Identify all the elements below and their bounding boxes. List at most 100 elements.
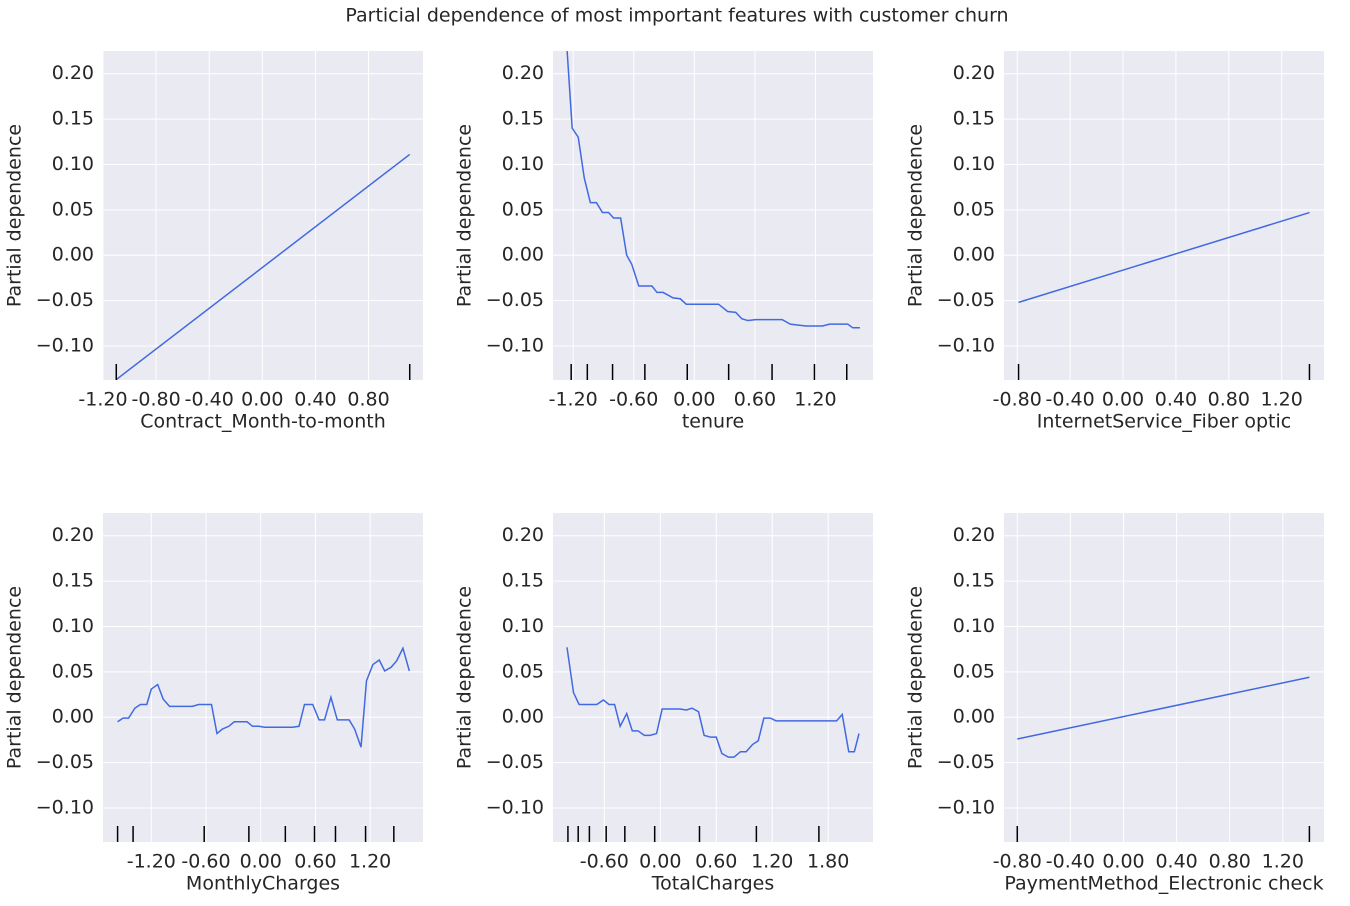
x-axis-label: InternetService_Fiber optic bbox=[1037, 411, 1291, 433]
y-tick-label: −0.05 bbox=[937, 289, 995, 311]
pd-line bbox=[566, 51, 860, 329]
y-tick-label: 0.15 bbox=[502, 108, 544, 130]
y-tick-label: 0.10 bbox=[953, 615, 995, 637]
x-axis-label: PaymentMethod_Electronic check bbox=[1004, 873, 1323, 895]
y-tick-label: 0.15 bbox=[953, 108, 995, 130]
y-tick-label: 0.00 bbox=[502, 706, 544, 728]
plot-area bbox=[1004, 513, 1324, 842]
x-tick-label: 0.80 bbox=[347, 389, 389, 411]
x-tick-label: 1.80 bbox=[807, 851, 849, 873]
y-tick-label: 0.05 bbox=[953, 660, 995, 682]
x-tick-label: 0.60 bbox=[695, 851, 737, 873]
x-tick-label: 0.00 bbox=[1102, 389, 1144, 411]
y-tick-label: 0.10 bbox=[502, 615, 544, 637]
subplot: −0.10 −0.05 0.00 0.05 0.10 0.15 0.20 -0.60 0.00 0… bbox=[454, 513, 873, 895]
plot-area bbox=[553, 513, 873, 842]
y-tick-label: −0.10 bbox=[486, 334, 544, 356]
y-tick-label: 0.10 bbox=[52, 615, 94, 637]
x-tick-label: -0.40 bbox=[1046, 851, 1095, 873]
subplot: −0.10 −0.05 0.00 0.05 0.10 0.15 0.20 -1.20 -0.80… bbox=[4, 51, 423, 433]
x-tick-label: -1.20 bbox=[549, 389, 598, 411]
x-tick-label: -0.80 bbox=[993, 389, 1042, 411]
x-axis-label: tenure bbox=[682, 411, 744, 433]
x-tick-label: 0.00 bbox=[1102, 851, 1144, 873]
y-tick-label: 0.00 bbox=[502, 244, 544, 266]
y-tick-label: −0.10 bbox=[937, 334, 995, 356]
y-tick-label: 0.15 bbox=[52, 570, 94, 592]
x-axis-label: Contract_Month-to-month bbox=[140, 411, 386, 433]
y-tick-label: −0.10 bbox=[36, 334, 94, 356]
y-tick-label: 0.15 bbox=[502, 570, 544, 592]
y-tick-label: −0.05 bbox=[937, 751, 995, 773]
y-axis-label: Partial dependence bbox=[4, 586, 26, 769]
y-tick-label: −0.10 bbox=[36, 796, 94, 818]
x-tick-label: -0.80 bbox=[132, 389, 181, 411]
y-tick-label: 0.00 bbox=[953, 244, 995, 266]
x-tick-label: 0.00 bbox=[673, 389, 715, 411]
pd-line bbox=[566, 647, 860, 758]
y-axis-label: Partial dependence bbox=[454, 586, 476, 769]
x-tick-label: 0.00 bbox=[639, 851, 681, 873]
x-tick-label: 1.20 bbox=[751, 851, 793, 873]
x-tick-label: -1.20 bbox=[127, 851, 176, 873]
x-tick-label: -0.60 bbox=[580, 851, 629, 873]
x-tick-label: 1.20 bbox=[1261, 389, 1303, 411]
x-tick-label: 0.60 bbox=[734, 389, 776, 411]
x-tick-label: 0.40 bbox=[294, 389, 336, 411]
subplot: −0.10−0.050.000.050.100.150.20-1.20 -0.60… bbox=[4, 513, 423, 895]
figure-title: Particial dependence of most important f… bbox=[345, 5, 1008, 27]
y-axis-label: Partial dependence bbox=[905, 124, 927, 307]
y-tick-label: 0.20 bbox=[953, 62, 995, 84]
x-tick-label: 1.20 bbox=[794, 389, 836, 411]
plot-area bbox=[1004, 51, 1324, 380]
y-tick-label: −0.10 bbox=[937, 796, 995, 818]
x-tick-label: -0.40 bbox=[1046, 389, 1095, 411]
x-tick-label: 0.40 bbox=[1155, 389, 1197, 411]
pd-line bbox=[117, 646, 411, 748]
x-tick-label: 1.20 bbox=[349, 851, 391, 873]
y-tick-label: 0.05 bbox=[953, 198, 995, 220]
subplot: −0.10 −0.05 0.00 0.05 0.10 0.15 0.20 -1.20 -0.60… bbox=[454, 51, 873, 433]
pd-line bbox=[1017, 676, 1310, 740]
y-tick-label: 0.00 bbox=[52, 244, 94, 266]
x-tick-label: 0.40 bbox=[1155, 851, 1197, 873]
y-axis-label: Partial dependence bbox=[4, 124, 26, 307]
x-tick-label: 1.20 bbox=[1262, 851, 1304, 873]
y-tick-label: 0.00 bbox=[953, 706, 995, 728]
y-tick-label: 0.20 bbox=[953, 524, 995, 546]
x-tick-label: 0.80 bbox=[1208, 389, 1250, 411]
pd-line bbox=[1018, 211, 1310, 304]
y-tick-label: 0.20 bbox=[502, 62, 544, 84]
y-tick-label: −0.05 bbox=[36, 289, 94, 311]
y-tick-label: 0.05 bbox=[52, 660, 94, 682]
x-tick-label: 0.00 bbox=[240, 851, 282, 873]
y-tick-label: 0.05 bbox=[502, 198, 544, 220]
y-tick-label: −0.10 bbox=[486, 796, 544, 818]
subplot: −0.10 −0.05 0.00 0.05 0.10 0.15 0.20 -0.80 -0.40… bbox=[905, 513, 1324, 895]
y-tick-label: −0.05 bbox=[486, 289, 544, 311]
y-tick-label: 0.10 bbox=[52, 153, 94, 175]
x-tick-label: -0.80 bbox=[993, 851, 1042, 873]
subplot: −0.10 −0.05 0.00 0.05 0.10 0.15 0.20 -0.80 -0.40… bbox=[905, 51, 1324, 433]
y-tick-label: −0.05 bbox=[486, 751, 544, 773]
y-tick-label: 0.20 bbox=[502, 524, 544, 546]
x-tick-label: 0.00 bbox=[241, 389, 283, 411]
y-tick-label: 0.05 bbox=[502, 660, 544, 682]
y-tick-label: −0.05 bbox=[36, 751, 94, 773]
plot-area bbox=[553, 51, 873, 380]
x-tick-label: -0.40 bbox=[185, 389, 234, 411]
x-tick-label: 0.60 bbox=[294, 851, 336, 873]
x-axis-label: MonthlyCharges bbox=[186, 873, 340, 895]
y-axis-label: Partial dependence bbox=[905, 586, 927, 769]
y-tick-label: 0.00 bbox=[52, 706, 94, 728]
x-axis-label: TotalCharges bbox=[651, 873, 774, 895]
y-tick-label: 0.10 bbox=[502, 153, 544, 175]
pd-line bbox=[115, 153, 411, 380]
x-tick-label: 0.80 bbox=[1209, 851, 1251, 873]
x-tick-label: -1.20 bbox=[78, 389, 127, 411]
x-tick-label: -0.60 bbox=[609, 389, 658, 411]
x-tick-label: -0.60 bbox=[181, 851, 230, 873]
y-axis-label: Partial dependence bbox=[454, 124, 476, 307]
plot-area bbox=[103, 51, 423, 380]
